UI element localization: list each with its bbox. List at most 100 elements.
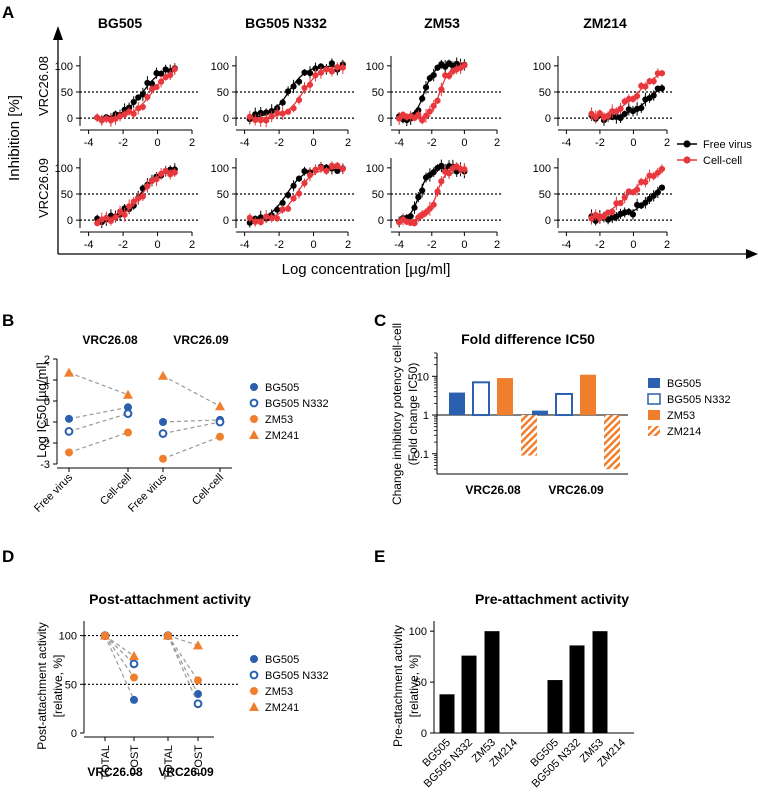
panel-a-cell-cell-point <box>609 208 616 216</box>
panel-a-cell-cell-point <box>411 220 418 227</box>
panel-b-connector-line <box>162 375 221 407</box>
panel-c-bar <box>604 415 620 470</box>
panel-a-x-tick-label: -2 <box>118 239 128 251</box>
panel-a-free-virus-point <box>153 70 160 77</box>
panel-a-y-tick-label: 0 <box>545 113 551 125</box>
panel-a-y-axis-label: Inhibition [%] <box>6 95 23 181</box>
panel-b-data-point <box>64 427 74 436</box>
panel-b-data-point <box>158 370 168 380</box>
panel-a-x-axis-label: Log concentration [µg/ml] <box>282 261 451 278</box>
panel-a-y-tick-label: 50 <box>61 189 73 201</box>
panel-d-data-point <box>163 630 173 640</box>
panel-a-cell-cell-point <box>323 66 330 73</box>
panel-a-subplot-2-2: 0 50 100 -4 -2 0 2 <box>211 158 354 251</box>
panel-a-cell-cell-point <box>617 199 624 207</box>
panel-a-cell-cell-point <box>588 215 595 222</box>
panel-a-x-tick-label: -2 <box>274 239 284 251</box>
panel-a-y-tick-label: 100 <box>55 61 73 73</box>
panel-a-free-virus-point <box>284 88 292 95</box>
panel-a-free-virus-point <box>312 65 319 72</box>
panel-a-free-virus-point <box>157 70 165 77</box>
panel-e-bar <box>547 680 563 733</box>
panel-a-cell-cell-point <box>438 86 445 93</box>
panel-a-cell-cell-point <box>279 206 286 213</box>
panel-b-legend-marker <box>250 383 258 391</box>
panel-d-group-label-1: VRC26.08 <box>87 765 143 779</box>
panel-a-legend-marker <box>683 156 691 164</box>
panel-c-legend-swatch <box>648 410 660 420</box>
panel-a-y-tick-label: 100 <box>533 61 551 73</box>
panel-a-cell-cell-point <box>121 211 128 218</box>
panel-a-y-tick-label: 0 <box>67 215 73 227</box>
panel-e-y-axis-label: Pre-attachment activity <box>391 625 405 747</box>
panel-a-free-virus-point <box>290 182 297 189</box>
panel-b-x-tick-label: Cell-cell <box>190 472 226 508</box>
panel-a-free-virus-point <box>290 83 297 90</box>
panel-a-cell-cell-point <box>107 217 115 225</box>
panel-a-free-virus-point <box>139 91 146 98</box>
panel-a-cell-cell-point <box>430 102 437 109</box>
panel-a-y-tick-label: 0 <box>223 215 229 227</box>
panel-b-data-point <box>123 389 133 399</box>
panel-d-data-point <box>100 630 110 640</box>
panel-a-y-tick-label: 100 <box>211 163 229 175</box>
panel-a-cell-cell-point <box>323 167 330 175</box>
panel-a-cell-cell-point <box>658 165 666 173</box>
panel-b-data-point <box>159 418 167 426</box>
panel-b-y-axis-label: Log IC50 [µg/ml] <box>34 362 49 458</box>
panel-a-cell-cell-point <box>434 97 441 104</box>
panel-a-y-tick-label: 0 <box>223 113 229 125</box>
panel-a-free-virus-point <box>295 78 303 85</box>
panel-a-free-virus-point <box>415 194 422 201</box>
panel-d-connector-line <box>167 635 199 681</box>
panel-a-x-tick-label: 0 <box>461 137 467 149</box>
panel-d-y-tick-label: 0 <box>71 728 77 740</box>
panel-a-subplot-1-3: 0 50 100 -4 -2 0 2 <box>366 56 503 149</box>
panel-b-y-tick-label: 2 <box>44 354 50 366</box>
panel-a-free-virus-point <box>411 204 418 211</box>
panel-a-subplot-2-1: 0 50 100 -4 -2 0 2 <box>55 158 198 251</box>
panel-c-legend-label: ZM214 <box>667 426 701 438</box>
panel-a-free-virus-point <box>419 95 426 102</box>
panel-a-col-title-3: ZM53 <box>424 15 460 31</box>
panel-a-legend-marker <box>683 140 691 148</box>
panel-d-x-tick-label: POST <box>129 745 141 775</box>
panel-a-cell-cell-point <box>139 193 146 200</box>
panel-b-legend-marker <box>249 430 259 439</box>
panel-a-free-virus-point <box>263 109 270 116</box>
panel-e-bar <box>461 655 477 733</box>
panel-a-y-tick-label: 100 <box>366 163 384 175</box>
panel-a-cell-cell-point <box>312 166 319 173</box>
panel-a-x-tick-label: -2 <box>118 137 128 149</box>
panel-c-bar <box>521 415 537 456</box>
panel-a-cell-cell-point <box>130 110 137 117</box>
panel-e-bar <box>592 631 608 733</box>
panel-letter-d: D <box>2 547 14 566</box>
panel-a-x-tick-label: 2 <box>189 239 195 251</box>
panel-b-data-point <box>159 454 167 463</box>
panel-d-data-point <box>129 651 139 661</box>
panel-a-x-tick-label: 2 <box>664 239 670 251</box>
panel-d-title: Post-attachment activity <box>89 591 251 607</box>
panel-a-cell-cell-point <box>246 113 253 120</box>
panel-a-x-tick-label: -2 <box>595 239 605 251</box>
panel-b-legend-label: BG505 N332 <box>265 398 329 410</box>
panel-d-data-point <box>129 659 139 669</box>
panel-b-data-point <box>65 414 73 423</box>
panel-d-data-point <box>194 676 202 685</box>
panel-c-category-label: VRC26.09 <box>548 483 604 497</box>
panel-d-data-point <box>193 699 203 709</box>
panel-a-y-tick-label: 100 <box>211 61 229 73</box>
panel-d-legend-marker <box>250 687 258 695</box>
panel-a-legend-label: Free virus <box>703 139 752 151</box>
panel-a-cell-cell-point <box>301 84 308 92</box>
panel-a-y-tick-label: 50 <box>372 87 384 99</box>
panel-a-free-virus-point <box>279 199 286 207</box>
panel-a-x-tick-label: -4 <box>84 239 94 251</box>
panel-a-cell-cell-point <box>592 113 599 121</box>
panel-a-legend-label: Cell-cell <box>703 155 742 167</box>
panel-c-bar <box>449 392 465 416</box>
panel-letter-e: E <box>374 547 385 566</box>
